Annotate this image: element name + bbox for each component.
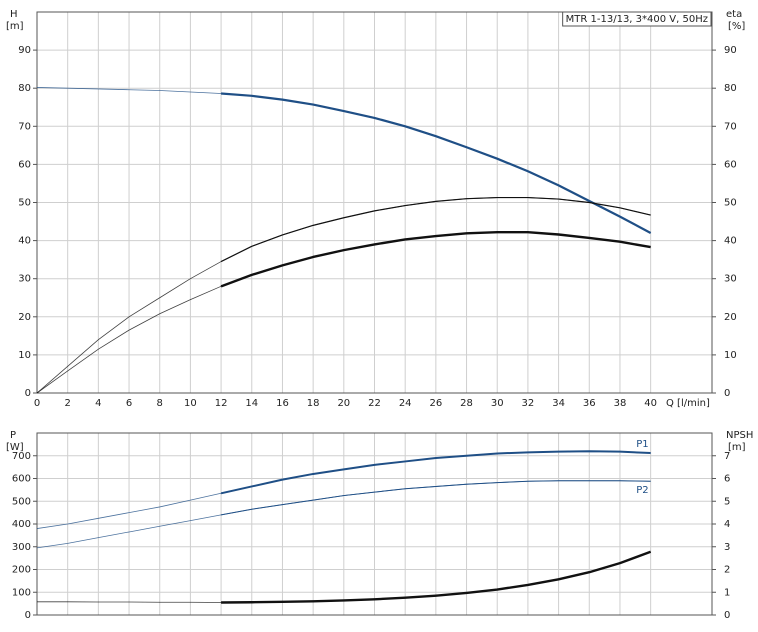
y2-tick-label: 1	[724, 587, 730, 598]
y2-tick-label: 3	[724, 542, 730, 553]
y-tick-label: 0	[25, 610, 31, 621]
series-line-duty	[221, 92, 652, 234]
series-line-duty	[220, 480, 651, 516]
y2-tick-label: 10	[724, 350, 737, 361]
x-tick-label: 22	[368, 398, 381, 409]
y2-axis-title: eta	[726, 9, 742, 20]
x-tick-label: 40	[644, 398, 657, 409]
series-label: P2	[636, 485, 648, 496]
y2-axis-title: NPSH	[726, 430, 753, 441]
y-tick-label: 70	[18, 121, 31, 132]
y2-tick-label: 90	[724, 45, 737, 56]
x-tick-label: 24	[399, 398, 412, 409]
x-tick-label: 32	[522, 398, 535, 409]
x-axis-title: Q [l/min]	[666, 398, 710, 409]
y2-tick-label: 0	[724, 610, 730, 621]
y2-tick-label: 20	[724, 312, 737, 323]
y2-tick-label: 7	[724, 451, 730, 462]
y-tick-label: 600	[12, 474, 31, 485]
series-line-duty	[220, 196, 651, 263]
y-tick-label: 50	[18, 198, 31, 209]
y-axis-title: H	[10, 9, 18, 20]
chart-title: MTR 1-13/13, 3*400 V, 50Hz	[566, 14, 708, 25]
x-tick-label: 38	[614, 398, 627, 409]
y-tick-label: 10	[18, 350, 31, 361]
y-tick-label: 60	[18, 159, 31, 170]
y2-tick-label: 60	[724, 159, 737, 170]
x-tick-label: 10	[184, 398, 197, 409]
y2-axis-unit: [m]	[728, 442, 746, 453]
y-tick-label: 0	[25, 388, 31, 399]
y-tick-label: 80	[18, 83, 31, 94]
y-axis-unit: [m]	[6, 21, 24, 32]
x-tick-label: 26	[429, 398, 442, 409]
y-axis-unit: [W]	[6, 442, 24, 453]
x-tick-label: 18	[307, 398, 320, 409]
y2-tick-label: 2	[724, 565, 730, 576]
x-tick-label: 12	[215, 398, 228, 409]
y-tick-label: 400	[12, 519, 31, 530]
title-box: MTR 1-13/13, 3*400 V, 50Hz	[562, 11, 712, 27]
y2-tick-label: 6	[724, 474, 730, 485]
series-label: P1	[636, 439, 648, 450]
y-tick-label: 500	[12, 496, 31, 507]
plot-frame	[36, 11, 713, 394]
y-tick-label: 40	[18, 236, 31, 247]
y2-axis-unit: [%]	[728, 21, 745, 32]
y2-tick-label: 5	[724, 496, 730, 507]
y2-tick-label: 4	[724, 519, 730, 530]
series-line-duty	[221, 550, 652, 604]
y-axis-title: P	[10, 430, 16, 441]
series-line-duty	[220, 231, 651, 288]
x-tick-label: 36	[583, 398, 596, 409]
title-frame	[562, 11, 712, 27]
y-tick-label: 300	[12, 542, 31, 553]
x-tick-label: 20	[337, 398, 350, 409]
x-tick-label: 4	[95, 398, 101, 409]
y2-tick-label: 50	[724, 198, 737, 209]
plot-frame	[36, 432, 713, 616]
x-tick-label: 28	[460, 398, 473, 409]
x-tick-label: 8	[157, 398, 163, 409]
y-tick-label: 700	[12, 451, 31, 462]
y2-tick-label: 70	[724, 121, 737, 132]
x-tick-label: 34	[552, 398, 565, 409]
y2-tick-label: 0	[724, 388, 730, 399]
x-tick-label: 14	[245, 398, 258, 409]
x-tick-label: 16	[276, 398, 289, 409]
y-tick-label: 100	[12, 587, 31, 598]
x-tick-label: 6	[126, 398, 132, 409]
y2-tick-label: 40	[724, 236, 737, 247]
x-tick-label: 30	[491, 398, 504, 409]
y-tick-label: 30	[18, 274, 31, 285]
y-tick-label: 20	[18, 312, 31, 323]
y-tick-label: 200	[12, 565, 31, 576]
y2-tick-label: 80	[724, 83, 737, 94]
y-tick-label: 90	[18, 45, 31, 56]
x-tick-label: 2	[64, 398, 70, 409]
x-tick-label: 0	[34, 398, 40, 409]
y2-tick-label: 30	[724, 274, 737, 285]
series-line-duty	[220, 450, 651, 495]
